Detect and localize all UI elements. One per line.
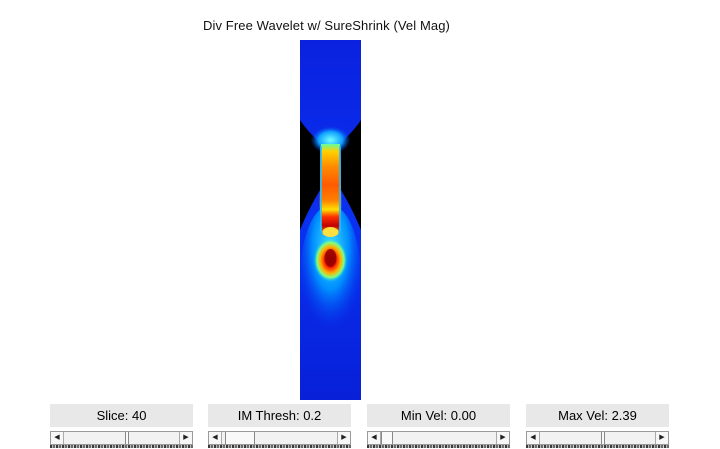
slice-slider-thumb[interactable] <box>125 432 129 444</box>
jet-pinch <box>322 227 339 237</box>
min-vel-label: Min Vel: 0.00 <box>367 404 510 427</box>
slider-right-arrow-icon[interactable]: ▶ <box>496 432 509 444</box>
min-vel-slider-thumb[interactable] <box>381 432 393 444</box>
slider-left-arrow-icon[interactable]: ◀ <box>51 432 64 444</box>
slider-right-arrow-icon[interactable]: ▶ <box>337 432 350 444</box>
max-vel-slider[interactable]: ◀ ▶ <box>526 431 669 445</box>
min-vel-control: Min Vel: 0.00 ◀ ▶ <box>367 404 510 448</box>
slider-left-arrow-icon[interactable]: ◀ <box>209 432 222 444</box>
min-vel-slider[interactable]: ◀ ▶ <box>367 431 510 445</box>
velocity-magnitude-image <box>300 40 361 400</box>
jet-core <box>319 144 342 235</box>
im-thresh-control: IM Thresh: 0.2 ◀ ▶ <box>208 404 351 448</box>
slice-control: Slice: 40 ◀ ▶ <box>50 404 193 448</box>
slider-right-arrow-icon[interactable]: ▶ <box>655 432 668 444</box>
figure-title: Div Free Wavelet w/ SureShrink (Vel Mag) <box>203 18 450 33</box>
max-vel-slider-thumb[interactable] <box>601 432 605 444</box>
slider-left-arrow-icon[interactable]: ◀ <box>368 432 381 444</box>
max-vel-control: Max Vel: 2.39 ◀ ▶ <box>526 404 669 448</box>
slider-left-arrow-icon[interactable]: ◀ <box>527 432 540 444</box>
slider-right-arrow-icon[interactable]: ▶ <box>179 432 192 444</box>
im-thresh-slider-thumb[interactable] <box>225 432 255 444</box>
slice-label: Slice: 40 <box>50 404 193 427</box>
im-thresh-label: IM Thresh: 0.2 <box>208 404 351 427</box>
im-thresh-slider[interactable]: ◀ ▶ <box>208 431 351 445</box>
max-vel-label: Max Vel: 2.39 <box>526 404 669 427</box>
heatmap-svg <box>300 40 361 400</box>
slice-slider[interactable]: ◀ ▶ <box>50 431 193 445</box>
